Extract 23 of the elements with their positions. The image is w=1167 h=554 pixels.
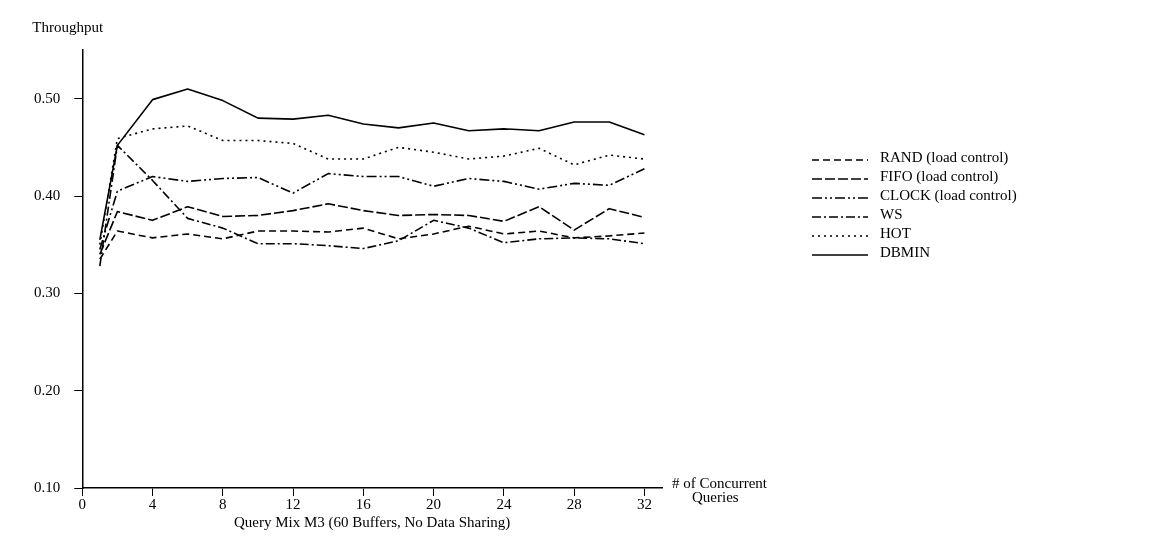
x-tick-label: 8 [219, 495, 227, 512]
y-tick-label: 0.10 [34, 478, 61, 495]
legend-label: CLOCK (load control) [880, 186, 1017, 204]
x-tick-label: 16 [355, 495, 372, 512]
x-tick-label: 24 [496, 495, 512, 512]
x-tick-label: 12 [285, 495, 301, 512]
y-axis-title: Throughput [32, 19, 104, 36]
legend-label: WS [880, 205, 903, 222]
legend-label: DBMIN [880, 243, 931, 260]
x-tick-label: 0 [78, 495, 86, 512]
y-tick-label: 0.40 [34, 186, 61, 203]
y-tick-label: 0.50 [34, 89, 61, 106]
x-axis-title: # of Concurrent Queries [672, 474, 768, 505]
text: Query Mix M3 (60 Buffers, No Data Sharing) [233, 514, 511, 532]
x-tick-label: 32 [636, 495, 652, 512]
y-tick-label: 0.20 [34, 381, 61, 398]
y-tick-label: 0.30 [34, 284, 61, 301]
legend-label: FIFO (load control) [880, 167, 999, 185]
x-tick-label: 28 [566, 495, 582, 512]
x-tick-label: 20 [426, 495, 442, 512]
legend-label: HOT [880, 224, 911, 241]
x-tick-label: 4 [148, 495, 157, 512]
legend-label: RAND (load control) [880, 148, 1009, 166]
